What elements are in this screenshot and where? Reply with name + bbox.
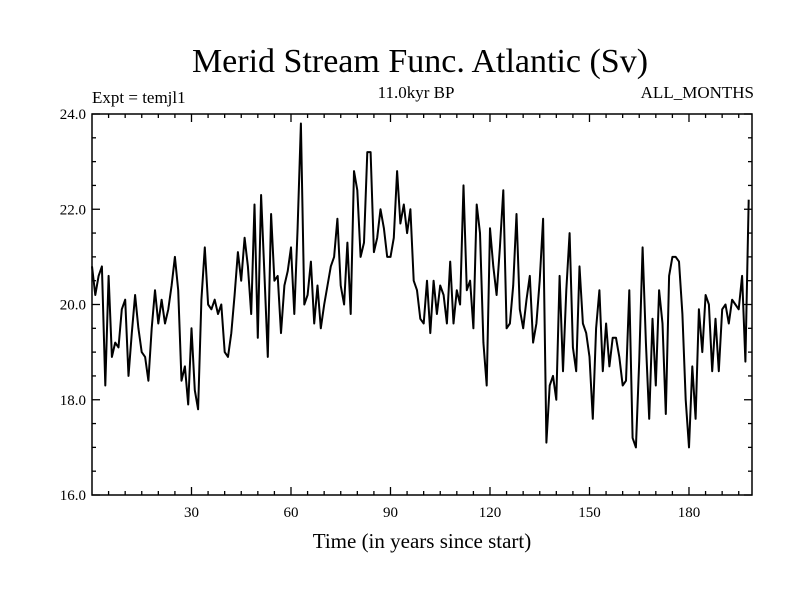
series-line [91, 122, 750, 449]
y-tick-label: 18.0 [60, 393, 86, 409]
y-tick-label: 24.0 [60, 107, 86, 123]
x-tick-label: 90 [383, 505, 398, 521]
y-tick-label: 16.0 [60, 488, 86, 504]
x-tick-label: 180 [678, 505, 701, 521]
x-axis-label: Time (in years since start) [313, 529, 532, 553]
tick-labels: 30 60 90 120 150 180 16.0 18.0 20.0 22.0 24.0 [60, 107, 700, 521]
chart-subtitle: 11.0kyr BP [378, 83, 455, 102]
x-tick-label: 60 [283, 505, 298, 521]
x-tick-label: 30 [184, 505, 199, 521]
x-tick-label: 120 [479, 505, 502, 521]
x-tick-label: 150 [578, 505, 601, 521]
y-tick-label: 22.0 [60, 202, 86, 218]
months-label: ALL_MONTHS [641, 83, 754, 102]
y-tick-label: 20.0 [60, 298, 86, 314]
experiment-label: Expt = temjl1 [92, 88, 186, 107]
plot-frame [91, 113, 753, 496]
chart-title: Merid Stream Func. Atlantic (Sv) [192, 43, 648, 80]
